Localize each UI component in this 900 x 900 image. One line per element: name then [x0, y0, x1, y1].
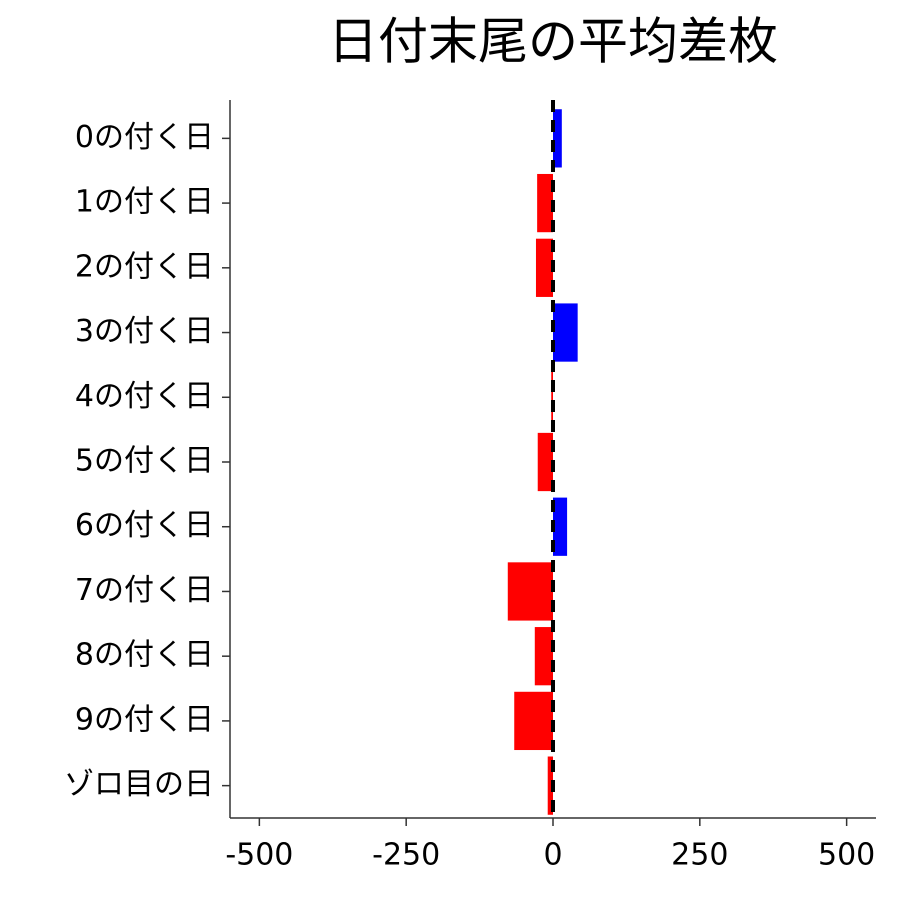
- y-tick-label: 6の付く日: [75, 508, 214, 543]
- y-tick-label: 4の付く日: [75, 379, 214, 414]
- y-tick-label: 0の付く日: [75, 120, 214, 155]
- bar: [537, 173, 553, 233]
- bar: [537, 432, 553, 492]
- bar: [547, 756, 553, 815]
- y-tick-label: 5の付く日: [75, 444, 214, 479]
- bar: [553, 109, 562, 168]
- bar: [535, 238, 553, 297]
- y-tick-label: 8の付く日: [75, 638, 214, 673]
- x-tick-label: -250: [372, 838, 440, 873]
- bar: [514, 691, 553, 751]
- bar: [534, 627, 553, 686]
- bar: [553, 303, 578, 362]
- bar: [553, 497, 568, 556]
- x-tick-label: 0: [543, 838, 562, 873]
- bar: [507, 562, 553, 621]
- y-tick-label: 7の付く日: [75, 573, 214, 608]
- x-tick-label: 500: [818, 838, 875, 873]
- chart-title: 日付末尾の平均差枚: [328, 13, 778, 71]
- y-tick-label: 1の付く日: [75, 185, 214, 220]
- y-tick-label: ゾロ目の日: [64, 767, 214, 802]
- y-tick-label: 3の付く日: [75, 314, 214, 349]
- y-tick-label: 2の付く日: [75, 249, 214, 284]
- x-tick-label: 250: [671, 838, 728, 873]
- x-tick-label: -500: [225, 838, 293, 873]
- y-tick-label: 9の付く日: [75, 702, 214, 737]
- bar: [551, 368, 553, 427]
